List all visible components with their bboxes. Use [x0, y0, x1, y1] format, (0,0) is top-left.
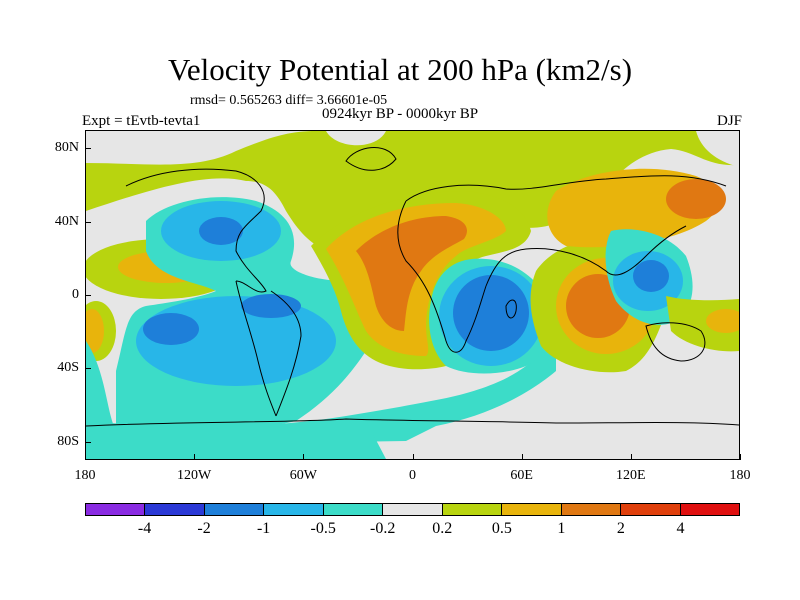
- y-tick-label: 0: [72, 287, 79, 302]
- negative-core-northamerica: [199, 217, 243, 245]
- season-label: DJF: [716, 113, 742, 129]
- x-tick: [630, 454, 632, 460]
- colorbar-segment: [680, 504, 739, 515]
- colorbar-segment: [145, 504, 205, 515]
- x-tick: [194, 454, 196, 460]
- positive-center-asia: [666, 179, 726, 219]
- x-tick: [521, 454, 523, 460]
- y-tick-label: 40N: [54, 213, 79, 229]
- y-tick-label: 80S: [57, 433, 79, 449]
- y-tick-label: 40S: [57, 360, 79, 376]
- y-tick: [85, 148, 91, 150]
- x-tick-label: 0: [409, 468, 416, 483]
- positive-band-north: [86, 131, 739, 251]
- colorbar-label: 2: [616, 520, 625, 537]
- colorbar-label: -2: [197, 520, 211, 537]
- positive-core-westpacific: [706, 309, 739, 333]
- colorbar-label: -4: [137, 520, 152, 537]
- colorbar-label: 1: [557, 520, 566, 537]
- colorbar-label: -0.5: [310, 520, 336, 537]
- coastlines: [86, 146, 739, 427]
- period-label: 0924kyr BP - 0000kyr BP: [322, 106, 479, 122]
- x-tick-label: 180: [74, 468, 96, 483]
- neutral-patch-ne: [696, 131, 739, 167]
- y-tick-label: 80N: [54, 140, 79, 156]
- colorbar-segment: [561, 504, 622, 515]
- negative-core-indian: [453, 275, 529, 351]
- colorbar-segment: [264, 504, 324, 515]
- colorbar-segment: [502, 504, 562, 515]
- x-tick-label: 180: [729, 468, 751, 483]
- colorbar-label: 0.2: [432, 520, 453, 537]
- y-tick: [85, 295, 91, 296]
- colorbar-segment: [86, 504, 146, 515]
- map-title: Velocity Potential at 200 hPa (km2/s): [167, 52, 633, 87]
- negative-band-southern: [86, 331, 556, 446]
- x-tick-label: 120W: [177, 468, 212, 483]
- x-tick: [740, 454, 741, 460]
- negative-core-maritime: [633, 260, 669, 292]
- colorbar-label: 0.5: [491, 520, 512, 537]
- colorbar-segment: [621, 504, 681, 515]
- velocity-potential-map: [86, 131, 739, 459]
- x-tick: [85, 454, 86, 460]
- negative-band-antarctic: [86, 421, 386, 459]
- x-tick-label: 60E: [510, 468, 533, 483]
- colorbar-segment: [442, 504, 503, 515]
- x-tick-label: 60W: [289, 468, 317, 483]
- negative-core-amazon: [241, 294, 301, 318]
- neutral-patch-arctic: [326, 131, 386, 146]
- x-tick: [303, 454, 305, 460]
- map-panel: [85, 130, 740, 460]
- negative-core-southpacific: [143, 313, 199, 345]
- x-tick-label: 120E: [616, 468, 646, 483]
- colorbar: [85, 503, 740, 516]
- stats-label: rmsd= 0.565263 diff= 3.66601e-05: [190, 93, 388, 108]
- colorbar-label: -1: [256, 520, 271, 537]
- experiment-label: Expt = tEvtb-tevta1: [82, 113, 201, 129]
- y-tick: [85, 441, 91, 443]
- colorbar-segment: [204, 504, 265, 515]
- y-tick: [85, 221, 91, 223]
- colorbar-label: -0.2: [370, 520, 396, 537]
- colorbar-segment: [383, 504, 443, 515]
- colorbar-segment: [323, 504, 384, 515]
- positive-core-dateline-inner: [86, 309, 104, 353]
- y-tick: [85, 368, 91, 370]
- x-tick: [412, 454, 414, 460]
- positive-core-africa: [356, 216, 467, 331]
- colorbar-label: 4: [676, 520, 685, 537]
